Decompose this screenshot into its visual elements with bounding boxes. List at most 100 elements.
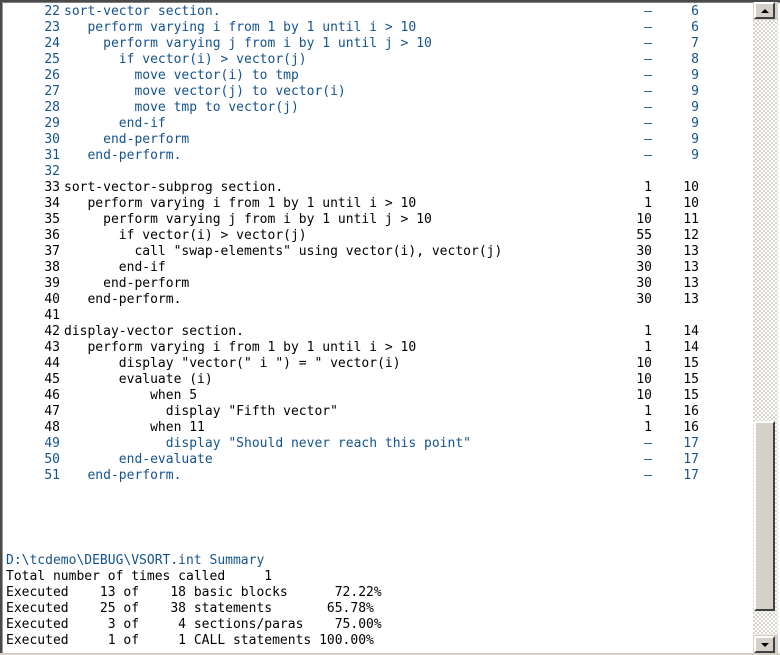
listing-row[interactable]: 33 sort-vector-subprog section. 1 10	[4, 180, 751, 196]
listing-statement-number: 13	[683, 260, 699, 275]
listing-statement-number: 9	[691, 68, 699, 83]
listing-row[interactable]: 34 perform varying i from 1 by 1 until i…	[4, 196, 751, 212]
listing-source-text: end-perform.	[64, 292, 182, 307]
listing-execution-count: 10	[636, 212, 652, 227]
listing-statement-number: 16	[683, 420, 699, 435]
scrollbar-thumb[interactable]	[754, 421, 775, 611]
window-border-bottom	[0, 653, 780, 655]
listing-line-number: 28	[44, 100, 60, 115]
listing-row[interactable]: 48 when 11 1 16	[4, 420, 751, 436]
listing-statement-number: 13	[683, 244, 699, 259]
listing-source-text: end-if	[64, 116, 166, 131]
listing-statement-number: 15	[683, 372, 699, 387]
listing-row[interactable]: 27 move vector(j) to vector(i) – 9	[4, 84, 751, 100]
listing-row[interactable]: 22 sort-vector section. – 6	[4, 4, 751, 20]
listing-row[interactable]: 40 end-perform. 30 13	[4, 292, 751, 308]
listing-line-number: 42	[44, 324, 60, 339]
listing-line-number: 41	[44, 308, 60, 323]
listing-statement-number: 13	[683, 276, 699, 291]
listing-line-number: 24	[44, 36, 60, 51]
listing-line-number: 34	[44, 196, 60, 211]
listing-execution-count: –	[644, 4, 652, 19]
listing-line-number: 25	[44, 52, 60, 67]
listing-row[interactable]: 43 perform varying i from 1 by 1 until i…	[4, 340, 751, 356]
listing-row[interactable]: 25 if vector(i) > vector(j) – 8	[4, 52, 751, 68]
listing-line-number: 33	[44, 180, 60, 195]
listing-execution-count: 1	[644, 340, 652, 355]
listing-line-number: 35	[44, 212, 60, 227]
listing-statement-number: 9	[691, 84, 699, 99]
listing-row[interactable]: 26 move vector(i) to tmp – 9	[4, 68, 751, 84]
listing-row[interactable]: 38 end-if 30 13	[4, 260, 751, 276]
listing-line-number: 50	[44, 452, 60, 467]
listing-row[interactable]: 31 end-perform. – 9	[4, 148, 751, 164]
scrollbar-track[interactable]	[753, 20, 778, 635]
window-border-left-inner	[2, 2, 3, 655]
listing-row[interactable]: 49 display "Should never reach this poin…	[4, 436, 751, 452]
listing-statement-number: 17	[683, 452, 699, 467]
window-border-top	[0, 0, 780, 2]
listing-source-text: move tmp to vector(j)	[64, 100, 299, 115]
listing-execution-count: –	[644, 36, 652, 51]
listing-source-text: end-evaluate	[64, 452, 213, 467]
listing-line-number: 23	[44, 20, 60, 35]
listing-execution-count: 1	[644, 404, 652, 419]
listing-statement-number: 9	[691, 148, 699, 163]
listing-row[interactable]: 35 perform varying j from i by 1 until j…	[4, 212, 751, 228]
summary-line: Executed 3 of 4 sections/paras 75.00%	[6, 617, 382, 632]
listing-source-text: display "Fifth vector"	[64, 404, 338, 419]
listing-line-number: 43	[44, 340, 60, 355]
listing-line-number: 39	[44, 276, 60, 291]
source-coverage-listing: 22 sort-vector section. –6 23 perform varyi…	[4, 4, 751, 484]
listing-line-number: 38	[44, 260, 60, 275]
listing-row[interactable]: 39 end-perform 30 13	[4, 276, 751, 292]
scroll-up-button[interactable]	[754, 2, 775, 19]
listing-source-text: if vector(i) > vector(j)	[64, 52, 307, 67]
vertical-scrollbar[interactable]	[753, 2, 778, 653]
listing-row[interactable]: 42 display-vector section. 1 14	[4, 324, 751, 340]
listing-row[interactable]: 28 move tmp to vector(j) – 9	[4, 100, 751, 116]
listing-source-text: display-vector section.	[64, 324, 245, 339]
listing-row[interactable]: 23 perform varying i from 1 by 1 until i…	[4, 20, 751, 36]
listing-source-text: perform varying i from 1 by 1 until i > …	[64, 340, 417, 355]
summary-line: Executed 13 of 18 basic blocks 72.22%	[6, 585, 382, 600]
listing-line-number: 49	[44, 436, 60, 451]
listing-source-text: evaluate (i)	[64, 372, 213, 387]
listing-execution-count: –	[644, 132, 652, 147]
summary-line: Total number of times called 1	[6, 569, 273, 584]
listing-row[interactable]: 30 end-perform – 9	[4, 132, 751, 148]
listing-row[interactable]: 36 if vector(i) > vector(j) 55 12	[4, 228, 751, 244]
listing-statement-number: 13	[683, 292, 699, 307]
listing-row[interactable]: 32	[4, 164, 751, 180]
listing-statement-number: 16	[683, 404, 699, 419]
listing-row[interactable]: 24 perform varying j from i by 1 until j…	[4, 36, 751, 52]
listing-row[interactable]: 50 end-evaluate – 17	[4, 452, 751, 468]
listing-statement-number: 6	[691, 20, 699, 35]
summary-statistics: Total number of times called 1 Executed 1…	[4, 569, 751, 649]
listing-row[interactable]: 45 evaluate (i) 10 15	[4, 372, 751, 388]
listing-row[interactable]: 41	[4, 308, 751, 324]
listing-row[interactable]: 51 end-perform. – 17	[4, 468, 751, 484]
listing-execution-count: –	[644, 116, 652, 131]
listing-line-number: 32	[44, 164, 60, 179]
listing-line-number: 31	[44, 148, 60, 163]
listing-row[interactable]: 47 display "Fifth vector" 1 16	[4, 404, 751, 420]
listing-execution-count: 1	[644, 180, 652, 195]
listing-line-number: 47	[44, 404, 60, 419]
listing-row[interactable]: 37 call "swap-elements" using vector(i),…	[4, 244, 751, 260]
listing-row[interactable]: 29 end-if – 9	[4, 116, 751, 132]
listing-execution-count: 10	[636, 388, 652, 403]
listing-statement-number: 15	[683, 388, 699, 403]
listing-source-text: end-perform	[64, 132, 190, 147]
scroll-down-button[interactable]	[754, 636, 775, 653]
listing-execution-count: –	[644, 468, 652, 483]
listing-statement-number: 8	[691, 52, 699, 67]
listing-line-number: 45	[44, 372, 60, 387]
listing-line-number: 46	[44, 388, 60, 403]
listing-statement-number: 15	[683, 356, 699, 371]
listing-execution-count: 1	[644, 324, 652, 339]
listing-statement-number: 9	[691, 132, 699, 147]
listing-row[interactable]: 44 display "vector(" i ") = " vector(i) 1…	[4, 356, 751, 372]
listing-row[interactable]: 46 when 5 10 15	[4, 388, 751, 404]
listing-source-text: end-perform.	[64, 468, 182, 483]
